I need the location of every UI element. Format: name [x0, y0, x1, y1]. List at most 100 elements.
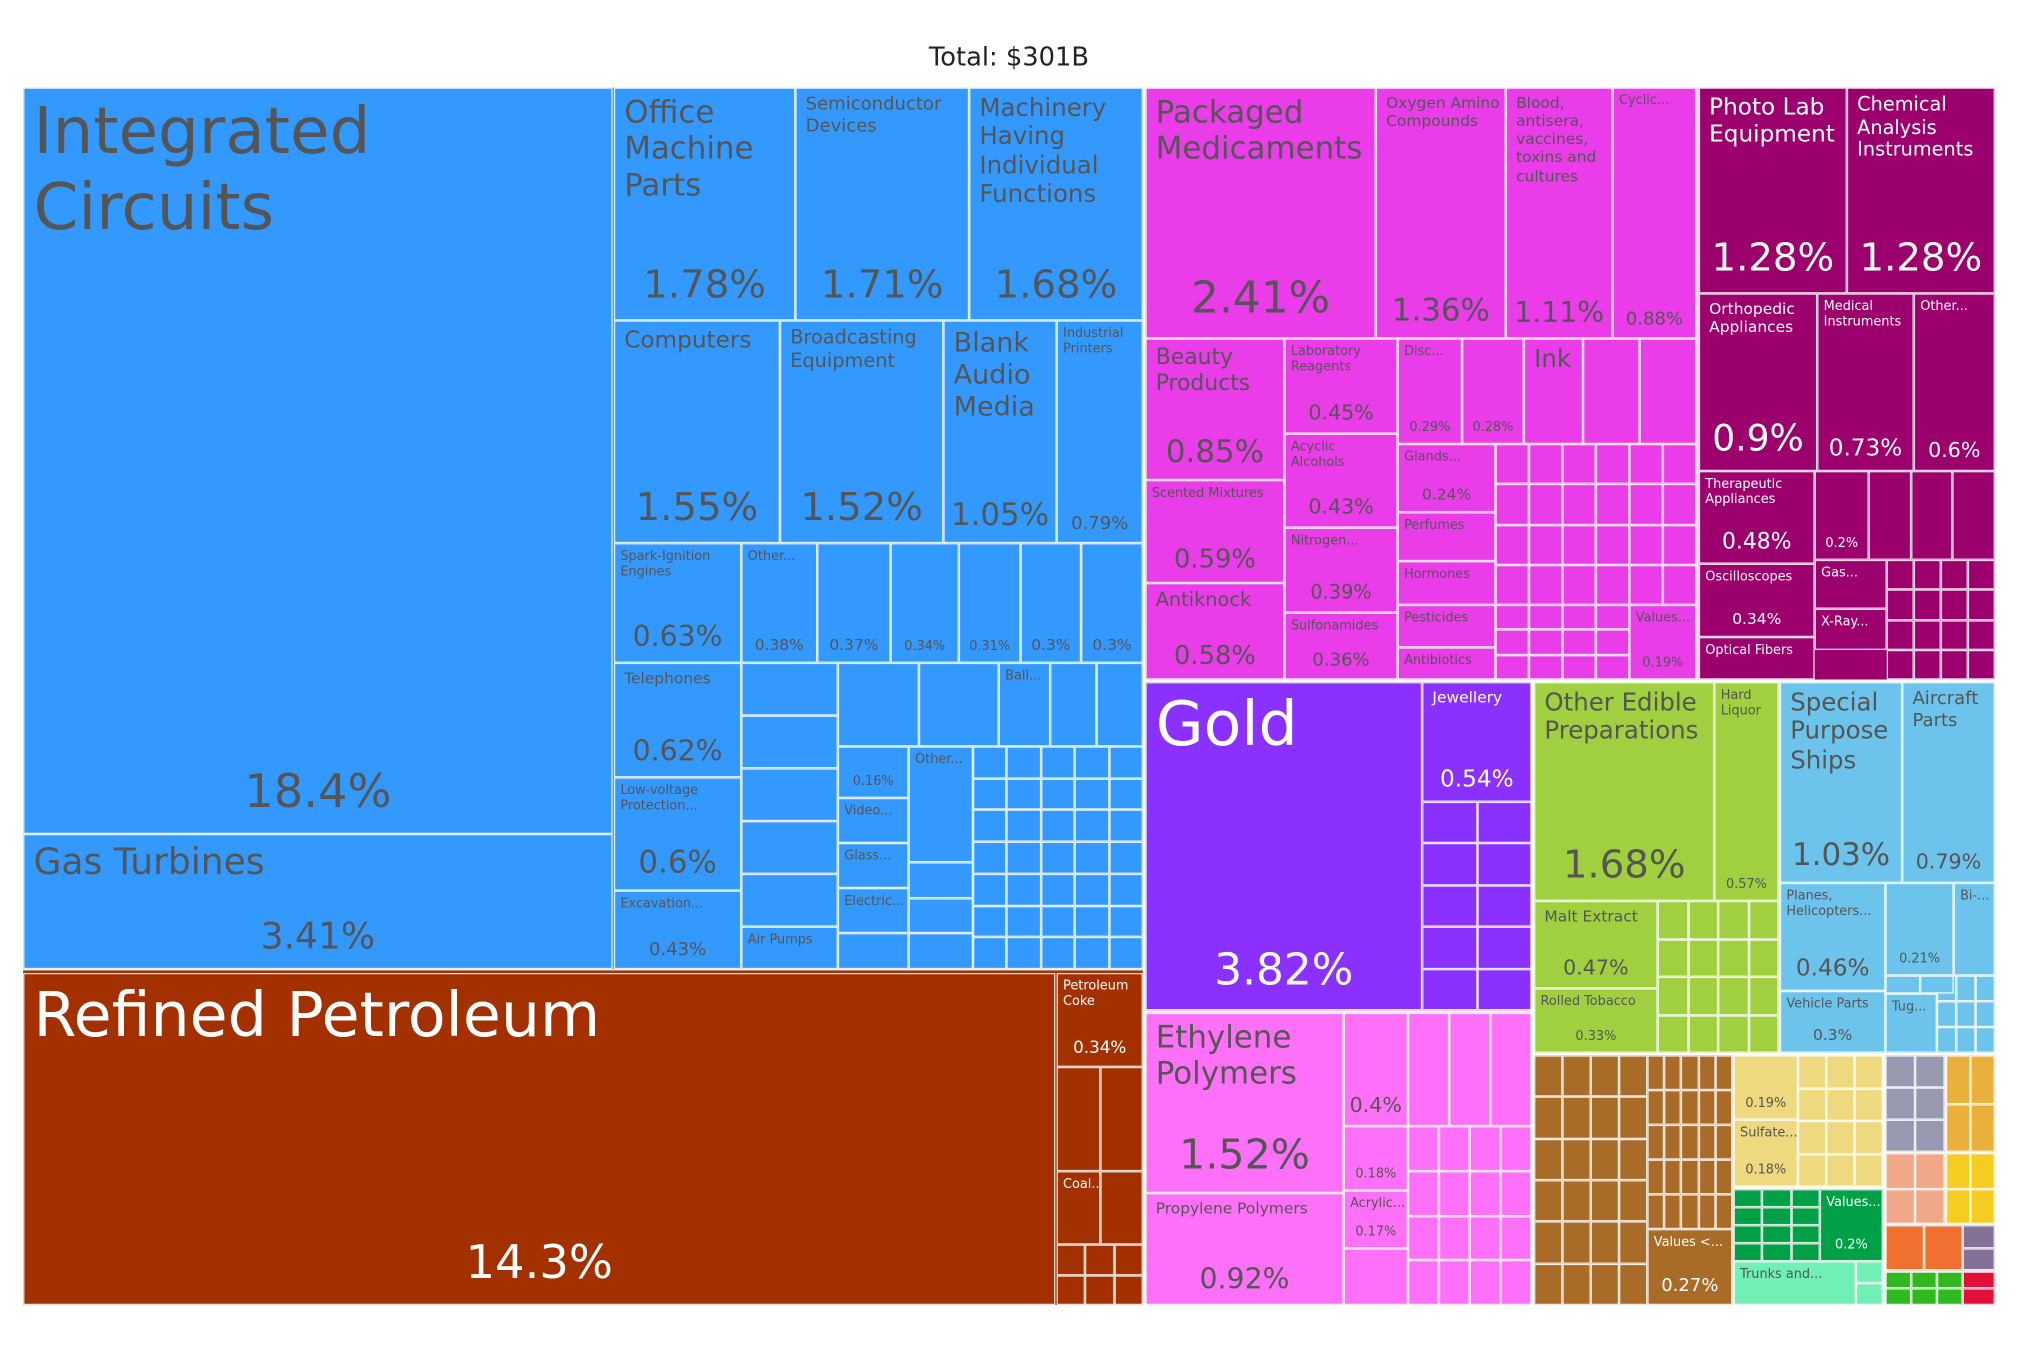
cell-label: Spark-Ignition Engines — [620, 549, 711, 579]
treemap-cell-semiconductor-devices: Semiconductor Devices 1.71% — [795, 87, 970, 321]
treemap-cell — [972, 905, 1007, 938]
treemap-cell — [1085, 1244, 1115, 1275]
treemap-cell — [1647, 1124, 1665, 1160]
treemap-cell-0-19: 0.19% — [1733, 1055, 1798, 1120]
cell-label: Blank Audio Media — [953, 326, 1035, 422]
treemap-cell — [1040, 810, 1075, 842]
treemap-cell — [1050, 662, 1097, 747]
treemap-cell-0-3: 0.3% — [1081, 543, 1143, 663]
treemap-cell — [1449, 1012, 1491, 1127]
treemap-cell-disc: Disc... 0.29% — [1397, 338, 1463, 445]
treemap-cell — [1945, 1055, 1971, 1104]
treemap-cell — [1495, 444, 1529, 485]
treemap-cell — [1962, 1271, 1995, 1289]
cell-label: Electric... — [844, 894, 905, 909]
treemap-cell — [1040, 873, 1075, 906]
treemap-cell — [1114, 1274, 1143, 1306]
treemap-cell — [1886, 559, 1914, 590]
treemap-cell — [1108, 841, 1143, 874]
treemap-cell — [1590, 1221, 1620, 1264]
treemap-cell — [1911, 1271, 1937, 1289]
treemap-cell — [1970, 1188, 1995, 1224]
treemap-cell — [741, 662, 838, 716]
treemap-cell — [1748, 938, 1779, 977]
treemap-cell — [1534, 1180, 1563, 1222]
treemap-cell-laboratory-reagents: Laboratory Reagents 0.45% — [1284, 338, 1398, 434]
cell-value: 0.3% — [1092, 635, 1132, 654]
treemap-cell-machinery-having-individual-functions: Machinery Having Individual Functions 1.6… — [969, 87, 1143, 321]
cell-value: 0.36% — [1312, 649, 1370, 671]
cell-label: Beauty Products — [1155, 344, 1251, 397]
treemap-cell — [1940, 619, 1968, 650]
treemap-cell — [1854, 1088, 1883, 1121]
treemap-cell-blank-audio-media: Blank Audio Media 1.05% — [943, 320, 1057, 544]
cell-label: Other... — [915, 752, 963, 768]
cell-label: Coal... — [1063, 1177, 1101, 1192]
treemap-cell — [1074, 937, 1109, 970]
treemap-cell — [1108, 778, 1143, 811]
treemap-cell — [1915, 1153, 1945, 1189]
treemap-cell — [837, 933, 909, 970]
treemap-cell — [1469, 1170, 1501, 1216]
treemap-cell-other: Other... 0.38% — [741, 543, 818, 663]
treemap-cell — [1407, 1012, 1450, 1127]
cell-value: 0.37% — [829, 635, 879, 654]
treemap-cell-refined-petroleum: Refined Petroleum 14.3% — [23, 972, 1056, 1306]
treemap-cell-gas: Gas... — [1814, 559, 1887, 609]
cell-value: 14.3% — [465, 1236, 613, 1290]
treemap-cell — [1074, 746, 1109, 779]
cell-value: 0.43% — [648, 939, 707, 961]
treemap-cell — [1074, 873, 1109, 906]
treemap-cell — [1826, 1120, 1855, 1154]
treemap-cell — [1056, 1274, 1086, 1306]
cell-label: Scented Mixtures — [1151, 486, 1264, 501]
treemap-cell — [1438, 1260, 1470, 1306]
treemap-cell — [837, 662, 919, 747]
treemap-cell — [1791, 1189, 1820, 1208]
treemap-cell — [1647, 1194, 1665, 1230]
treemap-cell — [1664, 1159, 1682, 1195]
treemap-cell — [1040, 778, 1075, 811]
treemap-cell — [1108, 746, 1143, 779]
treemap-cell — [1698, 1055, 1716, 1091]
treemap-cell — [1562, 444, 1596, 485]
treemap-cell — [1962, 1288, 1995, 1306]
treemap-cell — [1797, 1153, 1827, 1187]
treemap-cell-low-voltage-protection: Low-voltage Protection... 0.6% — [613, 777, 742, 891]
treemap-cell-acrylic: Acrylic... 0.17% — [1343, 1190, 1408, 1249]
treemap-cell — [1590, 1138, 1620, 1181]
treemap-cell — [1886, 619, 1914, 650]
treemap-cell — [1639, 338, 1697, 445]
treemap-cell — [1528, 654, 1563, 680]
treemap-cell — [1962, 1247, 1995, 1271]
treemap-cell — [1500, 1170, 1532, 1216]
cell-label: Jewellery — [1432, 688, 1503, 707]
treemap-cell-values: Values... 0.19% — [1629, 604, 1697, 680]
cell-label: Ink — [1534, 344, 1571, 374]
cell-label: Special Purpose Ships — [1790, 688, 1889, 775]
treemap-cell — [1590, 1055, 1620, 1097]
treemap-cell — [1407, 1126, 1439, 1171]
treemap-cell — [1718, 976, 1749, 1015]
treemap-cell-glands: Glands... 0.24% — [1397, 444, 1496, 513]
treemap-cell-broadcasting-equipment: Broadcasting Equipment 1.52% — [779, 320, 944, 544]
treemap-cell — [972, 841, 1007, 874]
treemap-cell-trunks-and: Trunks and... — [1733, 1261, 1856, 1306]
treemap-cell — [1715, 1194, 1733, 1230]
treemap-cell — [1619, 1138, 1648, 1181]
treemap-cell — [1040, 937, 1075, 970]
cell-value: 1.52% — [800, 485, 923, 531]
treemap-cell-0-3: 0.3% — [1020, 543, 1082, 663]
treemap-cell-oxygen-amino-compounds: Oxygen Amino Compounds 1.36% — [1375, 87, 1506, 339]
treemap-cell-oscilloscopes: Oscilloscopes 0.34% — [1698, 563, 1815, 638]
cell-label: Cyclic... — [1619, 93, 1670, 109]
cell-label: Oxygen Amino Compounds — [1386, 93, 1500, 131]
cell-value: 1.28% — [1859, 235, 1983, 281]
treemap-cell — [1422, 843, 1477, 886]
treemap-cell — [1797, 1088, 1827, 1121]
treemap-cell — [1534, 1055, 1563, 1097]
cell-label: Other... — [747, 549, 796, 564]
treemap-cell — [972, 937, 1007, 970]
treemap-cell — [1854, 1153, 1883, 1187]
treemap-cell — [1495, 484, 1529, 525]
